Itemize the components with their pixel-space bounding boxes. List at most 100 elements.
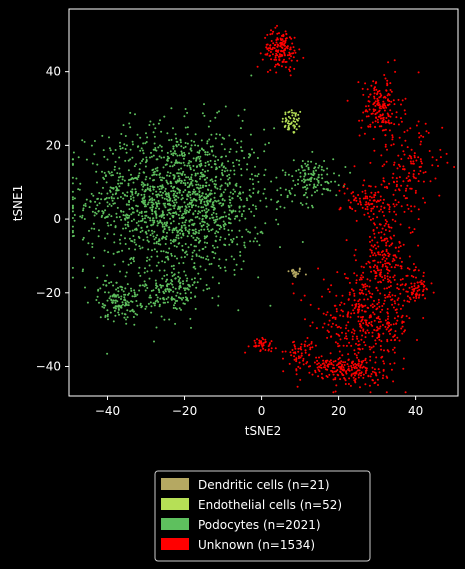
data-point — [201, 186, 204, 189]
data-point — [317, 362, 320, 365]
data-point — [220, 155, 223, 158]
data-point — [168, 318, 171, 321]
data-point — [396, 180, 398, 183]
data-point — [279, 55, 282, 58]
data-point — [353, 299, 356, 302]
data-point — [71, 158, 74, 161]
data-point — [414, 189, 417, 192]
data-point — [264, 197, 267, 200]
data-point — [425, 130, 428, 133]
data-point — [179, 172, 181, 175]
y-tick-label: −20 — [36, 286, 61, 300]
data-point — [144, 289, 147, 292]
data-point — [113, 220, 116, 223]
data-point — [383, 102, 386, 105]
data-point — [183, 287, 185, 290]
data-point — [357, 320, 360, 323]
data-point — [203, 203, 206, 206]
data-point — [213, 192, 216, 195]
data-point — [382, 368, 385, 371]
data-point — [369, 123, 372, 126]
data-point — [395, 116, 398, 119]
data-point — [228, 206, 231, 208]
data-point — [195, 166, 198, 168]
data-point — [316, 363, 319, 366]
data-point — [373, 313, 376, 316]
data-point — [394, 294, 397, 297]
data-point — [137, 272, 140, 275]
data-point — [103, 249, 106, 252]
legend-swatch — [161, 538, 189, 550]
data-point — [198, 194, 201, 197]
data-point — [292, 124, 295, 127]
data-point — [374, 342, 377, 345]
data-point — [372, 103, 375, 106]
data-point — [198, 152, 201, 154]
data-point — [233, 169, 236, 172]
data-point — [270, 48, 273, 51]
data-point — [141, 219, 144, 222]
data-point — [376, 118, 379, 121]
data-point — [254, 341, 257, 344]
data-point — [389, 329, 392, 332]
data-point — [399, 165, 401, 168]
data-point — [163, 222, 166, 225]
data-point — [148, 195, 151, 198]
data-point — [347, 312, 349, 315]
data-point — [149, 296, 152, 299]
data-point — [369, 304, 372, 307]
data-point — [73, 214, 76, 216]
data-point — [91, 242, 94, 245]
legend-swatch — [161, 498, 189, 510]
data-point — [291, 349, 294, 351]
data-point — [189, 168, 192, 171]
data-point — [219, 185, 222, 188]
data-point — [82, 209, 85, 212]
data-point — [96, 163, 99, 166]
data-point — [376, 205, 379, 208]
data-point — [273, 47, 276, 50]
data-point — [264, 53, 267, 56]
data-point — [307, 160, 310, 163]
data-point — [312, 170, 315, 173]
data-point — [256, 232, 259, 235]
data-point — [188, 205, 191, 208]
data-point — [386, 94, 389, 97]
data-point — [371, 293, 374, 295]
data-point — [174, 204, 176, 206]
data-point — [381, 355, 384, 358]
data-point — [332, 360, 335, 363]
data-point — [229, 148, 232, 151]
data-point — [135, 227, 138, 230]
data-point — [275, 208, 278, 211]
data-point — [190, 182, 193, 185]
data-point — [374, 191, 377, 194]
data-point — [310, 178, 312, 181]
data-point — [399, 307, 402, 310]
data-point — [189, 193, 192, 196]
data-point — [233, 138, 236, 141]
data-point — [95, 207, 97, 210]
data-point — [330, 362, 333, 364]
data-point — [335, 194, 338, 197]
data-point — [374, 104, 377, 107]
data-point — [115, 281, 118, 284]
data-point — [191, 255, 194, 258]
data-point — [120, 295, 123, 298]
data-point — [395, 213, 398, 216]
data-point — [333, 304, 336, 307]
data-point — [133, 291, 136, 294]
data-point — [275, 50, 278, 53]
data-point — [173, 255, 176, 258]
data-point — [151, 169, 154, 172]
data-point — [121, 192, 124, 195]
series-0-points — [287, 267, 307, 278]
data-point — [423, 284, 426, 287]
data-point — [358, 278, 361, 281]
data-point — [238, 163, 241, 166]
data-point — [174, 307, 177, 309]
data-point — [411, 288, 414, 291]
data-point — [198, 196, 201, 199]
data-point — [116, 197, 119, 200]
data-point — [364, 192, 367, 195]
